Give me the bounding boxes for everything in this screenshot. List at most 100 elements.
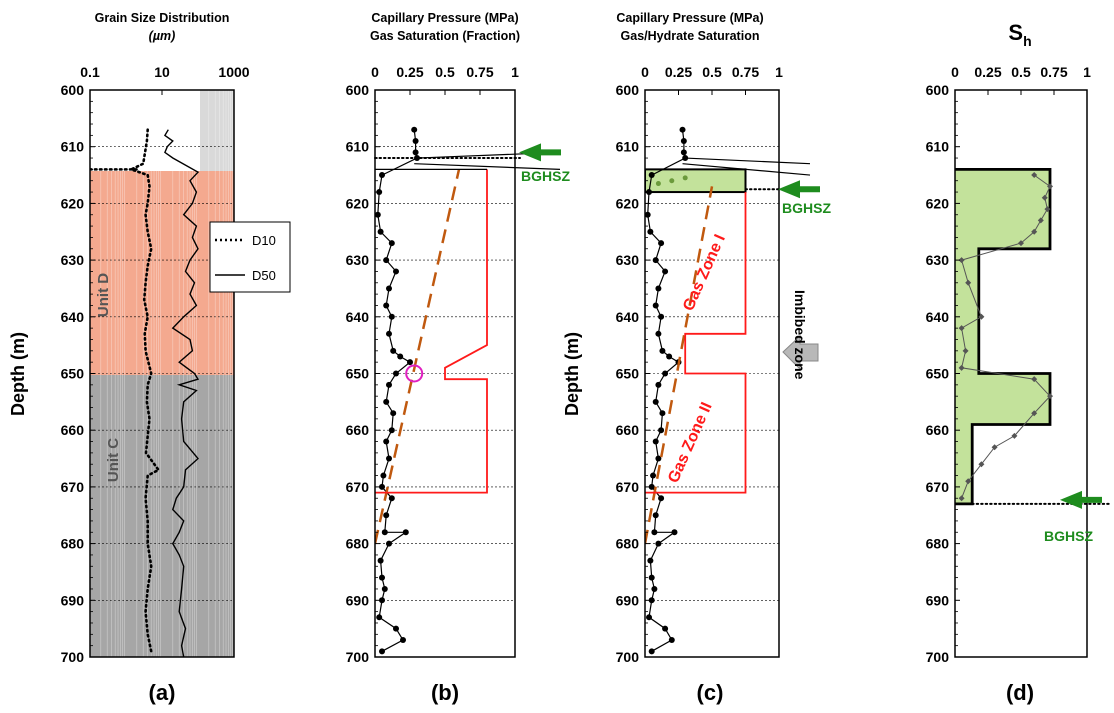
sat-log-point (659, 410, 666, 417)
sat-log-point (386, 330, 392, 337)
panel-a-grid (90, 90, 234, 657)
sat-log-point (412, 138, 419, 145)
sat-log-point (652, 512, 659, 519)
sat-log-point (407, 359, 413, 366)
sat-log-point (381, 529, 388, 536)
y-tick-label: 630 (61, 252, 85, 268)
y-tick-label: 620 (926, 195, 950, 211)
sat-log-point (397, 353, 404, 360)
panel-c-title: Capillary Pressure (MPa) (616, 11, 763, 25)
y-tick-label: 690 (346, 592, 370, 608)
panel-c: Capillary Pressure (MPa) Gas/Hydrate Sat… (562, 11, 831, 705)
y-tick-label: 610 (616, 139, 640, 155)
capillary-pressure-line (645, 186, 714, 544)
x-tick-label: 0 (371, 64, 379, 80)
sat-log-point (648, 574, 655, 581)
x-tick-label: 0 (641, 64, 649, 80)
y-tick-label: 670 (616, 479, 640, 495)
y-tick-label: 680 (616, 536, 640, 552)
sh-log-point (958, 325, 965, 332)
panel-b-subtitle: Gas Saturation (Fraction) (370, 29, 520, 43)
legend-d10: D10 (252, 233, 276, 248)
panel-d-title: Sh (1008, 20, 1031, 49)
legend-box (209, 221, 291, 293)
x-tick-label: 0.5 (1011, 64, 1031, 80)
y-tick-label: 700 (346, 649, 370, 665)
y-tick-label: 660 (61, 422, 85, 438)
panel-d-yticks: 600 610 620 630 640 650 660 670 680 690 700 (926, 82, 960, 665)
sat-log-point (393, 370, 399, 377)
sat-log-point (652, 398, 659, 405)
sat-log-point (655, 455, 662, 462)
y-tick-label: 680 (61, 536, 85, 552)
sat-log-point (655, 285, 662, 292)
y-tick-label: 700 (926, 649, 950, 665)
sat-log-point (386, 540, 392, 547)
panel-c-label: (c) (697, 680, 724, 705)
sat-log-point (393, 268, 399, 275)
panel-b-title: Capillary Pressure (MPa) (371, 11, 518, 25)
sat-log-point (381, 585, 388, 592)
y-tick-label: 690 (926, 592, 950, 608)
y-tick-label: 600 (926, 82, 950, 98)
sat-log-point (383, 438, 390, 445)
y-tick-label: 630 (346, 252, 370, 268)
panel-d: Sh 0 0.25 0.5 0.75 1 600 610 620 630 640 650 660 67… (926, 20, 1111, 705)
panel-a-data (90, 128, 200, 657)
y-tick-label: 600 (346, 82, 370, 98)
sat-log-point (393, 625, 399, 632)
sat-log-point (379, 648, 385, 655)
panel-a-xticks: 0.1 10 1000 (80, 64, 250, 95)
sh-log-point (1031, 376, 1038, 383)
y-tick-label: 650 (616, 366, 640, 382)
green-arrow (519, 143, 561, 162)
hydrate-point (669, 178, 675, 184)
x-tick-label: 1 (775, 64, 783, 80)
y-tick-label: 620 (346, 195, 370, 211)
x-tick-label: 0.1 (80, 64, 100, 80)
y-tick-label: 700 (61, 649, 85, 665)
sat-log-point (658, 240, 665, 247)
y-tick-label: 660 (926, 422, 950, 438)
sh-log-point (1031, 228, 1038, 235)
sat-log-point (379, 574, 385, 581)
sat-log-point (671, 529, 678, 536)
panel-a-title: Grain Size Distribution (95, 11, 230, 25)
y-tick-label: 630 (926, 252, 950, 268)
x-tick-label: 0.75 (732, 64, 759, 80)
x-tick-label: 0.25 (396, 64, 423, 80)
panel-b-yticks: 600 610 620 630 640 650 660 670 680 690 700 (346, 82, 380, 665)
panel-d-label: (d) (1006, 680, 1034, 705)
y-tick-label: 650 (346, 366, 370, 382)
panel-b-xticks: 0 0.25 0.5 0.75 1 (371, 64, 519, 95)
sh-log-point (1011, 432, 1018, 439)
sat-log-point (655, 381, 662, 388)
sat-log-point (646, 614, 653, 621)
sat-log-point (377, 557, 384, 564)
sat-log-point (386, 285, 392, 292)
panel-c-subtitle: Gas/Hydrate Saturation (621, 29, 760, 43)
sh-log-point (1041, 194, 1048, 201)
sat-log-point (383, 257, 390, 264)
sat-log-point (380, 472, 387, 479)
sh-log-point (1031, 410, 1038, 417)
panel-b-data (375, 126, 488, 655)
unit-c-label: Unit C (105, 438, 122, 482)
sat-log-point (650, 472, 657, 479)
panel-a-label: (a) (149, 680, 176, 705)
sat-log-point (658, 313, 665, 320)
bghsz-label-d: BGHSZ (1044, 528, 1093, 544)
y-axis-label-c: Depth (m) (562, 332, 582, 416)
y-tick-label: 630 (616, 252, 640, 268)
fan-line-1 (685, 157, 811, 165)
sat-log-point (652, 438, 659, 445)
panel-c-xticks: 0 0.25 0.5 0.75 1 (641, 64, 783, 95)
sat-log-point (662, 268, 669, 275)
y-tick-label: 610 (346, 139, 370, 155)
panel-a: Grain Size Distribution (µm) 0.1 10 1000 6… (8, 11, 291, 705)
sh-log-point (1047, 183, 1054, 190)
sat-log-point (647, 228, 654, 235)
series-d50-line (163, 129, 200, 657)
sat-log-point (658, 427, 665, 434)
